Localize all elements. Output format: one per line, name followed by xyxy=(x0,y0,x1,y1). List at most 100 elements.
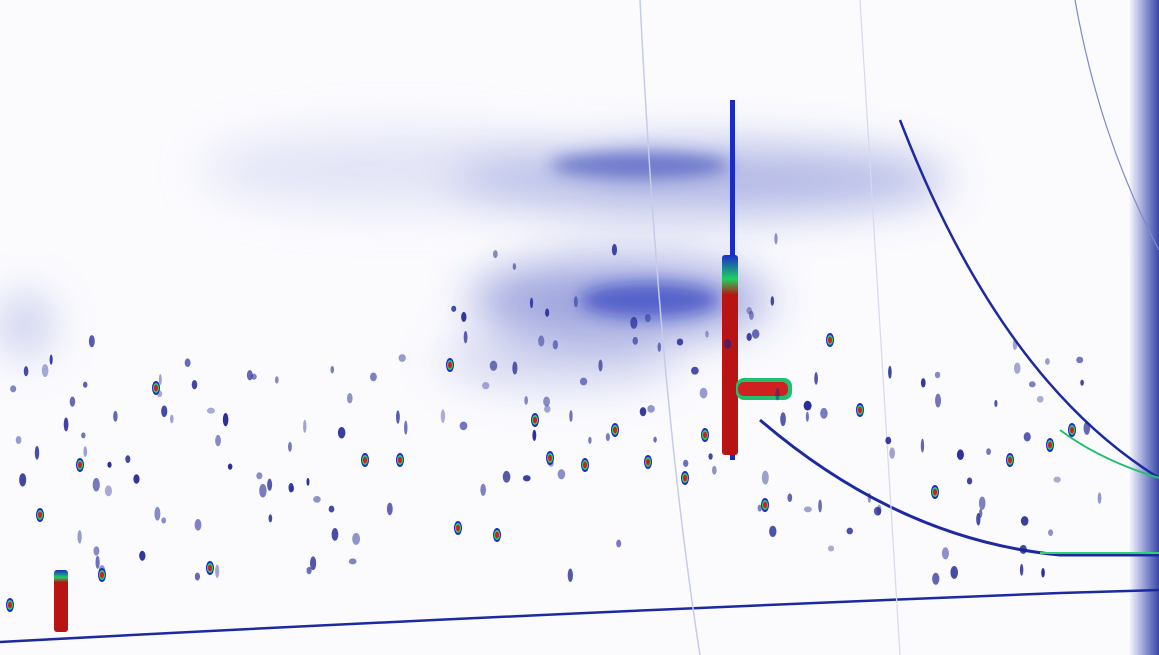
spot xyxy=(396,410,400,423)
spot xyxy=(10,385,16,392)
spot xyxy=(490,361,498,371)
spot xyxy=(986,448,991,455)
spot xyxy=(1080,380,1084,386)
spot xyxy=(70,396,75,406)
spot xyxy=(107,462,111,468)
spot xyxy=(814,372,818,385)
spot-core xyxy=(646,459,650,465)
spot xyxy=(588,437,591,444)
spot xyxy=(329,506,335,513)
spot xyxy=(658,342,661,352)
spot xyxy=(503,471,511,483)
spot xyxy=(1098,492,1102,503)
spot xyxy=(338,427,346,439)
spot xyxy=(524,396,528,405)
spot xyxy=(1045,358,1050,365)
spot xyxy=(1020,545,1027,554)
spot xyxy=(1037,396,1044,403)
spot xyxy=(24,366,29,376)
spot xyxy=(1048,529,1053,536)
spot-core xyxy=(1048,442,1052,448)
spot xyxy=(441,409,445,423)
spot-core xyxy=(448,362,452,368)
spot-core xyxy=(763,502,767,508)
spot xyxy=(771,296,775,306)
spot xyxy=(774,233,777,244)
spot xyxy=(683,460,688,467)
spot xyxy=(598,360,602,372)
spot xyxy=(513,263,516,270)
spot xyxy=(1084,421,1091,434)
spot xyxy=(330,366,334,373)
spot xyxy=(83,446,87,457)
band xyxy=(550,151,730,179)
peak xyxy=(738,382,788,396)
spot xyxy=(35,446,39,460)
spot xyxy=(105,485,112,496)
spot xyxy=(399,354,406,362)
spot xyxy=(512,362,517,375)
spot xyxy=(543,397,550,407)
spot-core xyxy=(208,565,212,571)
spot xyxy=(125,455,130,463)
spot xyxy=(1076,357,1083,364)
spot xyxy=(700,388,708,399)
spot xyxy=(215,435,221,446)
peak xyxy=(54,570,68,632)
spot xyxy=(889,447,895,458)
spot xyxy=(847,528,853,535)
spot xyxy=(544,405,550,412)
spot xyxy=(1041,568,1045,578)
spot xyxy=(640,407,647,416)
spot xyxy=(752,329,759,338)
spot xyxy=(64,418,69,432)
spot xyxy=(769,526,776,537)
spot xyxy=(154,507,160,521)
spot xyxy=(267,479,272,491)
spot xyxy=(828,545,834,551)
spot xyxy=(78,530,82,544)
spot xyxy=(1024,432,1031,441)
spot xyxy=(749,311,754,320)
spot xyxy=(482,382,489,389)
spot xyxy=(159,374,162,385)
spot xyxy=(691,367,699,375)
spot xyxy=(523,475,531,481)
spot xyxy=(352,533,360,545)
spot xyxy=(170,415,174,424)
spot xyxy=(185,358,191,367)
spot-core xyxy=(495,532,499,538)
spot xyxy=(93,546,99,555)
spot xyxy=(653,437,656,443)
spot xyxy=(464,331,468,343)
spot xyxy=(574,296,578,307)
spot xyxy=(306,478,309,486)
spot-core xyxy=(858,407,862,413)
spot xyxy=(580,378,587,386)
spot xyxy=(630,317,637,329)
band xyxy=(580,282,720,318)
spot xyxy=(538,335,544,346)
spot xyxy=(93,478,100,492)
spot xyxy=(820,408,828,419)
spot xyxy=(349,558,357,564)
spot xyxy=(256,472,262,479)
haze xyxy=(440,335,680,385)
spot xyxy=(606,433,610,441)
spot xyxy=(747,333,752,341)
spot xyxy=(195,573,200,581)
spot xyxy=(633,337,638,345)
spot xyxy=(306,567,311,574)
spot xyxy=(818,499,822,512)
spot xyxy=(569,410,572,422)
spot xyxy=(195,519,202,531)
spot xyxy=(451,306,456,312)
spot xyxy=(935,394,941,408)
spot xyxy=(133,474,139,483)
spot xyxy=(332,528,339,541)
spot xyxy=(404,421,407,435)
spot xyxy=(616,540,621,548)
spot xyxy=(113,411,117,422)
spot xyxy=(530,298,533,309)
spot xyxy=(804,506,812,512)
